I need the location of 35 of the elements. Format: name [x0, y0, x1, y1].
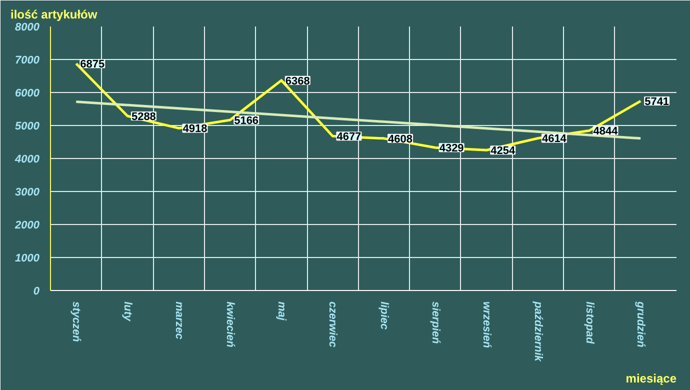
x-tick-label: marzec — [172, 302, 185, 340]
x-tick-label: luty — [121, 302, 134, 322]
data-label: 4329 — [439, 142, 464, 155]
data-label: 5288 — [131, 110, 156, 123]
data-label: 4254 — [490, 145, 516, 158]
x-tick-label: listopad — [583, 302, 596, 344]
data-label: 5741 — [644, 96, 670, 108]
y-tick-label: 4000 — [14, 154, 40, 166]
data-label: 5166 — [234, 115, 259, 128]
y-tick-label: 8000 — [15, 22, 40, 34]
y-tick-label: 0 — [33, 286, 40, 298]
x-tick-label: czerwiec — [326, 302, 339, 348]
y-tick-label: 2000 — [14, 220, 40, 232]
x-tick-label: wrzesień — [480, 302, 493, 348]
y-tick-label: 3000 — [15, 186, 40, 198]
data-label: 6368 — [285, 75, 310, 88]
data-label: 4677 — [336, 131, 362, 144]
x-tick-label: kwiecień — [224, 302, 236, 348]
x-tick-label: październik — [532, 300, 544, 362]
y-tick-label: 1000 — [15, 252, 40, 264]
x-tick-label: sierpień — [429, 302, 442, 344]
x-tick-label: styczeń — [70, 302, 82, 342]
data-label: 4608 — [388, 133, 413, 146]
data-label: 4918 — [182, 123, 208, 136]
x-tick-label: maj — [275, 302, 288, 322]
y-tick-label: 7000 — [15, 54, 40, 66]
y-tick-label: 6000 — [15, 88, 40, 100]
x-axis-title: miesiące — [626, 372, 677, 386]
data-label: 6875 — [80, 58, 105, 71]
y-axis-title: ilość artykułów — [10, 8, 98, 22]
y-tick-label: 5000 — [15, 120, 40, 132]
x-tick-label: lipiec — [378, 302, 390, 330]
data-label: 4614 — [542, 133, 568, 146]
x-tick-label: grudzień — [634, 300, 647, 348]
data-label: 4844 — [593, 126, 619, 138]
